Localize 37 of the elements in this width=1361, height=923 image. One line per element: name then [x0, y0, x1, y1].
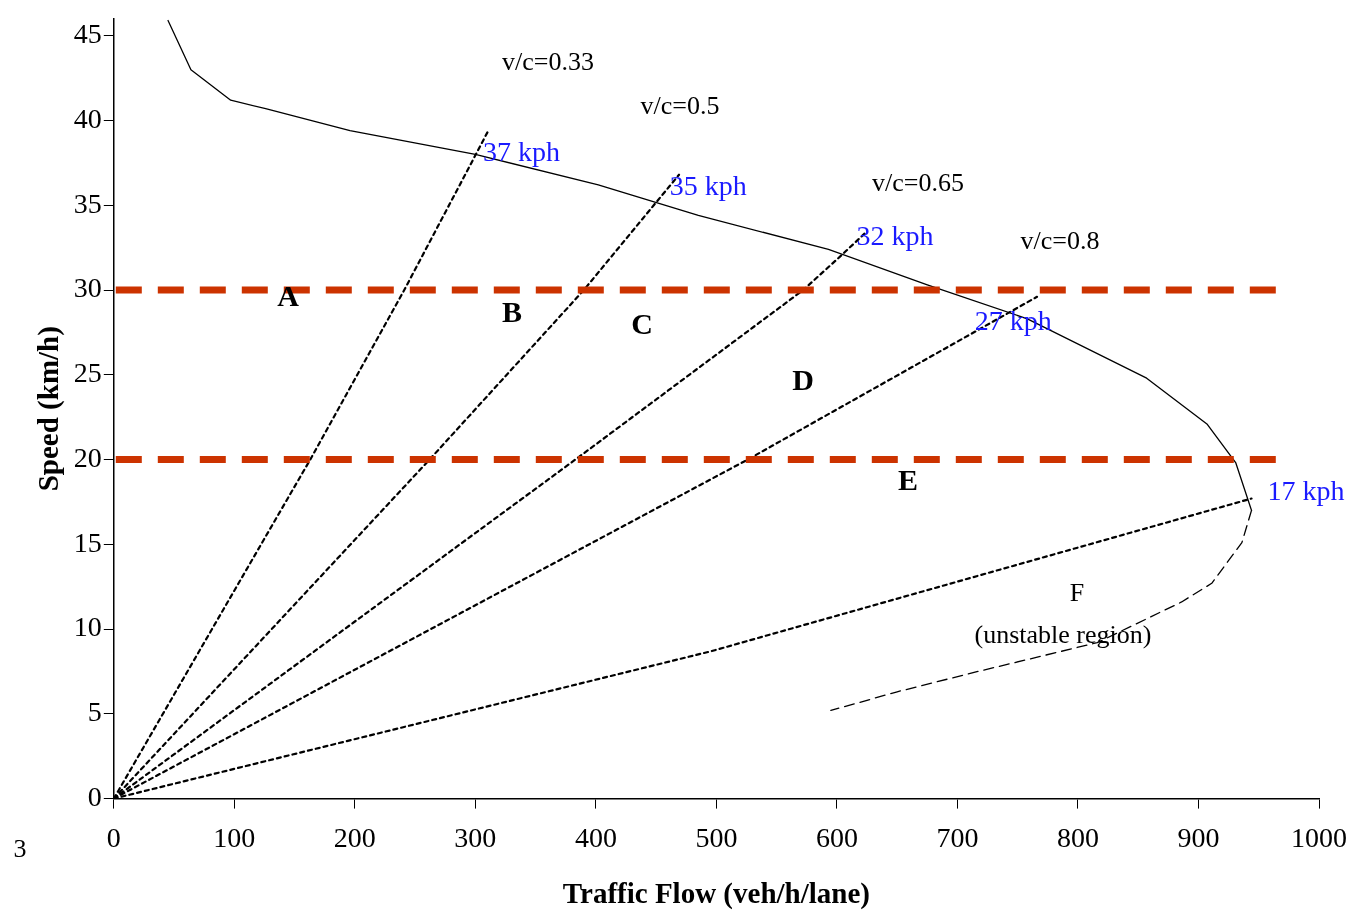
x-tick-label: 100	[213, 821, 256, 853]
annotation: F	[1069, 577, 1085, 607]
annotation: v/c=0.65	[872, 167, 964, 197]
y-tick-label: 40	[73, 102, 102, 134]
x-tick-label: 800	[1056, 821, 1099, 853]
annotation: v/c=0.5	[640, 90, 720, 120]
y-tick-label: 35	[73, 187, 102, 219]
y-tick-label: 25	[73, 357, 102, 389]
annotation: B	[501, 294, 523, 328]
y-tick-label: 10	[73, 611, 102, 643]
x-tick-label: 1000	[1291, 821, 1347, 853]
x-tick-label: 300	[454, 821, 497, 853]
y-tick-label: 30	[73, 272, 102, 304]
text: 3	[13, 833, 27, 863]
y-axis-title: Speed (km/h)	[31, 326, 65, 492]
x-tick-label: 600	[815, 821, 858, 853]
annotation: E	[897, 462, 919, 496]
y-tick-label: 15	[73, 526, 102, 558]
data-label: 35 kph	[669, 169, 747, 201]
x-tick-label: 900	[1177, 821, 1220, 853]
y-tick-label: 0	[87, 780, 102, 812]
annotation: (unstable region)	[974, 619, 1152, 649]
data-label: 17 kph	[1267, 474, 1345, 506]
annotation: C	[631, 306, 653, 340]
x-tick-label: 200	[333, 821, 376, 853]
x-axis-title: Traffic Flow (veh/h/lane)	[562, 877, 870, 911]
y-tick-label: 5	[87, 696, 102, 728]
y-tick-label: 45	[73, 18, 102, 50]
annotation: v/c=0.8	[1020, 225, 1100, 255]
annotation: D	[792, 362, 814, 396]
data-label: 37 kph	[482, 135, 560, 167]
x-tick-label: 500	[695, 821, 738, 853]
x-tick-label: 700	[936, 821, 979, 853]
annotation: v/c=0.33	[502, 46, 594, 76]
data-label: 32 kph	[856, 220, 934, 252]
x-tick-label: 400	[574, 821, 617, 853]
y-tick-label: 20	[73, 441, 102, 473]
